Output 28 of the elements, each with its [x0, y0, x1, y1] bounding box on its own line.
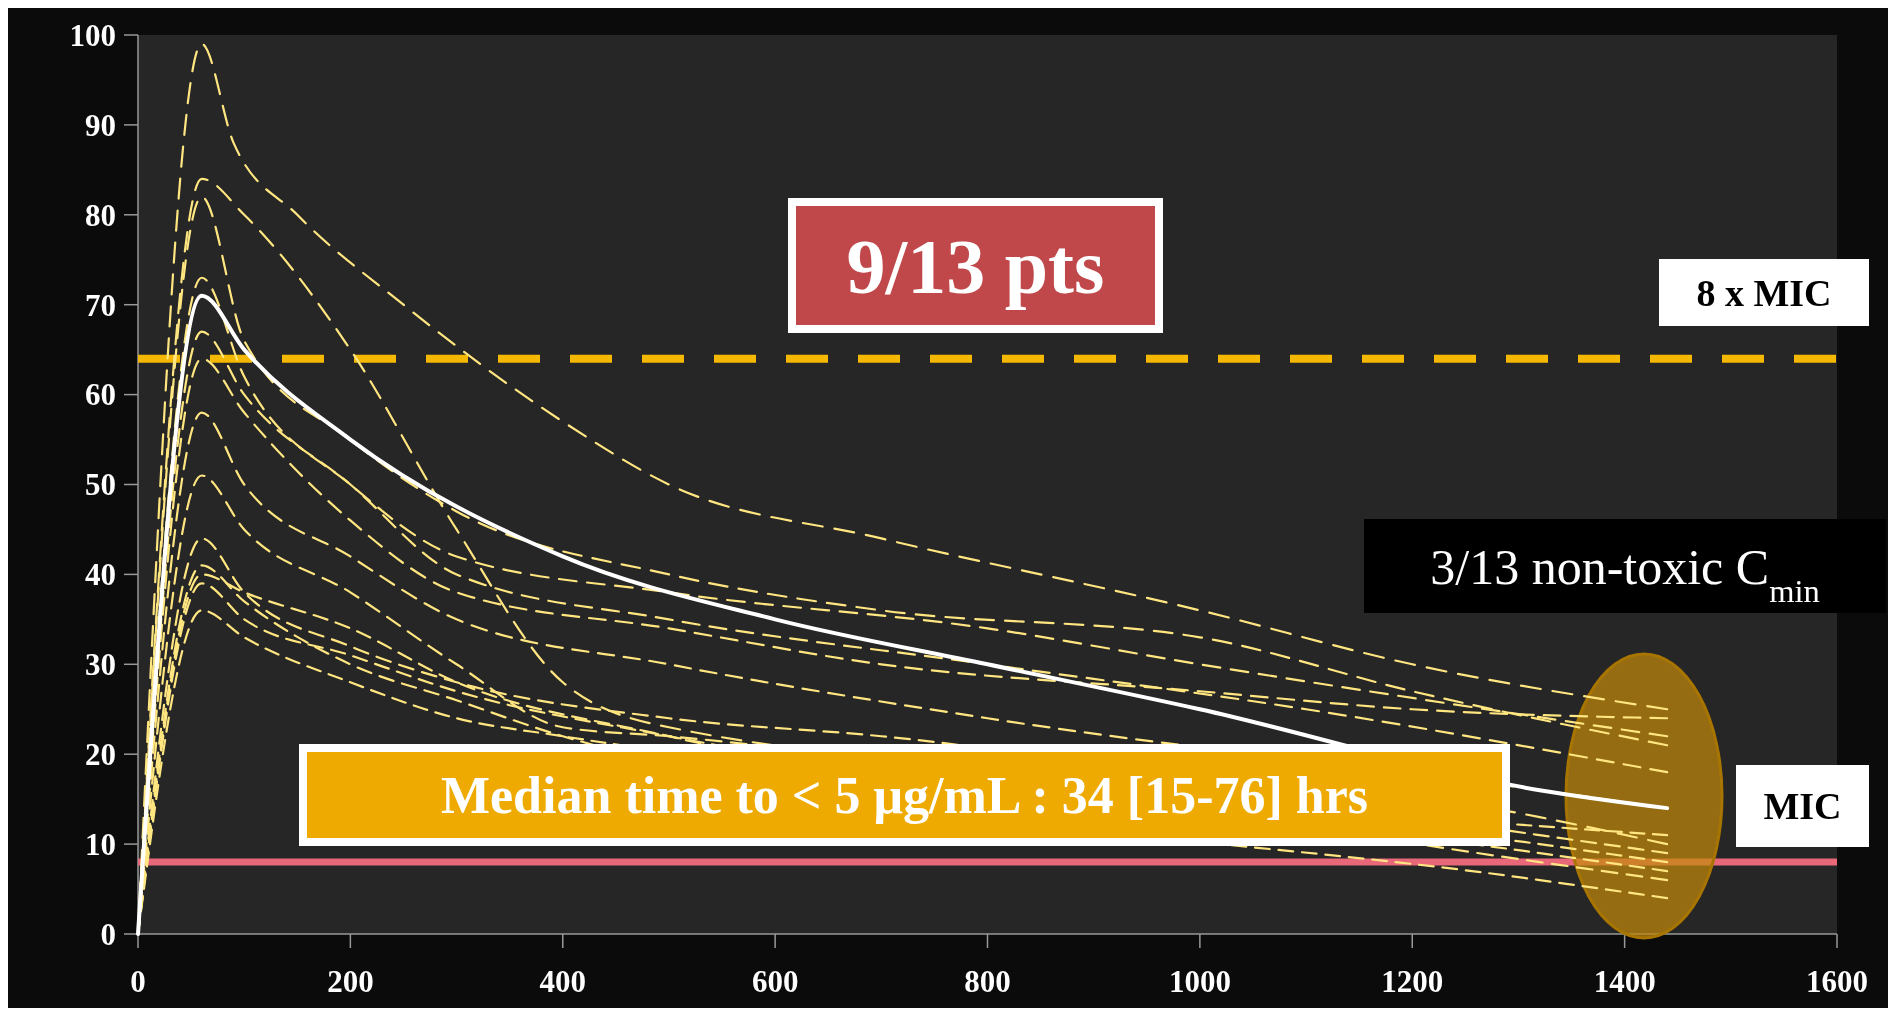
- x-tick-label: 400: [539, 964, 586, 999]
- ref-line-label: MIC: [1763, 785, 1842, 828]
- annotation: Median time to < 5 μg/mL : 34 [15-76] hrs: [440, 767, 1369, 825]
- x-tick-label: 1400: [1593, 964, 1656, 999]
- text-box: Median time to < 5 μg/mL : 34 [15-76] hrs: [299, 744, 1510, 846]
- text-box: 3/13 non-toxic C$_{min}$: [1364, 519, 1886, 613]
- x-tick-label: 1600: [1806, 964, 1868, 999]
- x-tick-label: 1000: [1168, 964, 1231, 999]
- x-tick-label: 1200: [1381, 964, 1444, 999]
- x-tick-label: 0: [130, 964, 146, 999]
- y-tick-label: 50: [85, 467, 116, 503]
- annotation: 3/13 non-toxic C$_{min}$: [1430, 538, 1820, 609]
- text-box: 9/13 pts: [788, 198, 1163, 333]
- y-tick-label: 100: [69, 17, 116, 53]
- x-tick-label: 200: [327, 964, 374, 999]
- y-tick-label: 60: [85, 377, 116, 413]
- ref-line-label: 8 x MIC: [1696, 271, 1832, 314]
- y-tick-label: 70: [85, 287, 116, 323]
- y-tick-label: 90: [85, 107, 116, 143]
- x-tick-label: 600: [751, 964, 799, 999]
- y-tick-label: 30: [85, 647, 116, 683]
- y-tick-label: 20: [85, 737, 116, 773]
- y-tick-label: 0: [100, 916, 116, 952]
- annotation: 9/13 pts: [846, 222, 1105, 310]
- y-tick-label: 10: [85, 826, 116, 862]
- y-tick-label: 40: [85, 557, 116, 593]
- x-tick-label: 800: [964, 964, 1011, 999]
- y-tick-label: 80: [85, 197, 116, 233]
